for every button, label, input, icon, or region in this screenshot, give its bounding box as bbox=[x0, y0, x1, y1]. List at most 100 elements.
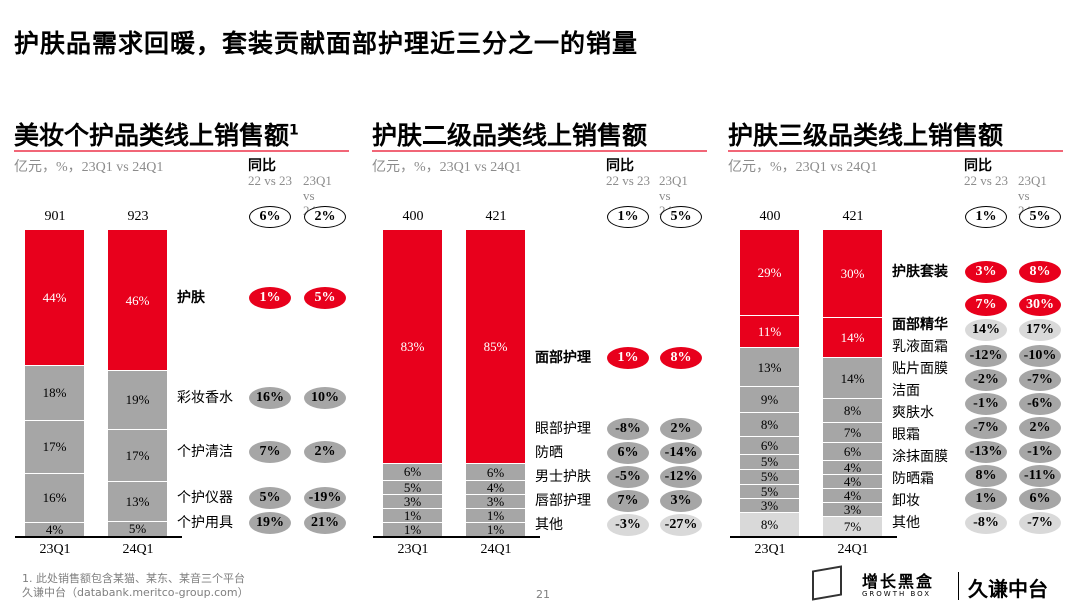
yoy-pill: -27% bbox=[660, 514, 702, 536]
x-tick-label: 23Q1 bbox=[39, 542, 71, 557]
panel-title: 护肤三级品类线上销售额 bbox=[728, 116, 1003, 152]
panel-subtitle: 亿元，%，23Q1 vs 24Q1 bbox=[728, 160, 878, 175]
yoy-pill: -7% bbox=[1019, 512, 1061, 534]
yoy-pill: -1% bbox=[1019, 441, 1061, 463]
yoy-pill: 19% bbox=[249, 512, 291, 534]
category-label: 眼霜 bbox=[892, 427, 920, 443]
category-label: 面部护理 bbox=[535, 350, 591, 366]
yoy-pill: -13% bbox=[965, 441, 1007, 463]
logo-growth-box-en: GROWTH BOX bbox=[862, 590, 932, 598]
yoy-pill: 10% bbox=[304, 387, 346, 409]
yoy-pill: -8% bbox=[607, 418, 649, 440]
total-label: 923 bbox=[127, 209, 149, 224]
bar-segment: 1% bbox=[383, 508, 442, 522]
yoy-pill: -2% bbox=[965, 369, 1007, 391]
bar-segment: 14% bbox=[823, 357, 882, 399]
yoy-pill: 6% bbox=[607, 442, 649, 464]
category-label: 男士护肤 bbox=[535, 469, 591, 485]
bar-segment: 9% bbox=[740, 385, 799, 413]
x-axis-line bbox=[373, 536, 540, 538]
category-label: 面部精华 bbox=[892, 317, 948, 333]
yoy-pill: 2% bbox=[660, 418, 702, 440]
logo-growth-box: 增长黑盒 bbox=[862, 572, 935, 591]
bar-segment: 46% bbox=[108, 229, 167, 371]
yoy-pill: 8% bbox=[1019, 261, 1061, 283]
category-label: 眼部护理 bbox=[535, 421, 591, 437]
yoy-pill: -5% bbox=[607, 466, 649, 488]
yoy-header: 同比 bbox=[606, 158, 634, 174]
title-underline bbox=[728, 150, 1063, 152]
x-tick-label: 24Q1 bbox=[122, 542, 154, 557]
category-label: 个护用具 bbox=[177, 515, 233, 531]
panel-title-text: 护肤二级品类线上销售额 bbox=[372, 121, 648, 150]
bar-segment: 30% bbox=[823, 229, 882, 317]
logo-box-icon bbox=[812, 565, 842, 601]
x-axis-line bbox=[730, 536, 897, 538]
bar-segment: 5% bbox=[383, 479, 442, 494]
total-label: 421 bbox=[842, 209, 864, 224]
bar-segment: 6% bbox=[740, 436, 799, 454]
yoy-pill: 14% bbox=[965, 319, 1007, 341]
panel-title-text: 护肤三级品类线上销售额 bbox=[728, 121, 1004, 150]
yoy-pill: 5% bbox=[249, 487, 291, 509]
bar-segment: 83% bbox=[383, 229, 442, 463]
yoy-pill: 17% bbox=[1019, 319, 1061, 341]
bar-segment: 1% bbox=[466, 522, 525, 536]
yoy-pill: 7% bbox=[965, 294, 1007, 316]
yoy-pill: -10% bbox=[1019, 345, 1061, 367]
panel-title: 美妆个护品类线上销售额1 bbox=[14, 116, 299, 152]
yoy-pill: -3% bbox=[607, 514, 649, 536]
category-label: 贴片面膜 bbox=[892, 361, 948, 377]
bar-segment: 8% bbox=[740, 412, 799, 437]
yoy-column-header: 22 vs 23 bbox=[248, 173, 293, 188]
page-number: 21 bbox=[536, 588, 550, 601]
yoy-pill: -12% bbox=[965, 345, 1007, 367]
x-tick-label: 24Q1 bbox=[480, 542, 512, 557]
title-underline bbox=[372, 150, 707, 152]
bar-segment: 5% bbox=[740, 468, 799, 484]
panel-subtitle: 亿元，%，23Q1 vs 24Q1 bbox=[372, 160, 522, 175]
bar-segment: 1% bbox=[383, 522, 442, 536]
logo-divider bbox=[958, 572, 959, 600]
bar-segment: 13% bbox=[740, 347, 799, 386]
category-label: 护肤套装 bbox=[892, 264, 948, 280]
yoy-pill: 2% bbox=[1019, 417, 1061, 439]
source: 久谦中台（databank.meritco-group.com） bbox=[22, 586, 249, 599]
bar-segment: 8% bbox=[823, 398, 882, 422]
bar-segment: 44% bbox=[25, 229, 84, 365]
x-tick-label: 24Q1 bbox=[837, 542, 869, 557]
bar-segment: 6% bbox=[823, 442, 882, 460]
bar-segment: 3% bbox=[823, 501, 882, 516]
category-label: 卸妆 bbox=[892, 493, 920, 509]
yoy-total-pill: 1% bbox=[965, 206, 1007, 228]
panel-title-text: 美妆个护品类线上销售额 bbox=[14, 121, 290, 150]
total-label: 421 bbox=[485, 209, 507, 224]
category-label: 唇部护理 bbox=[535, 493, 591, 509]
total-label: 901 bbox=[44, 209, 66, 224]
yoy-column-header: 22 vs 23 bbox=[964, 173, 1009, 188]
yoy-total-pill: 2% bbox=[304, 206, 346, 228]
bar-segment: 3% bbox=[383, 494, 442, 508]
yoy-pill: -11% bbox=[1019, 465, 1061, 487]
bar-segment: 4% bbox=[25, 522, 84, 536]
category-label: 护肤 bbox=[177, 290, 205, 306]
category-label: 个护仪器 bbox=[177, 490, 233, 506]
yoy-pill: 1% bbox=[249, 287, 291, 309]
yoy-pill: -7% bbox=[965, 417, 1007, 439]
bar-segment: 3% bbox=[466, 494, 525, 508]
total-label: 400 bbox=[402, 209, 424, 224]
yoy-total-pill: 5% bbox=[660, 206, 702, 228]
footnote: 1. 此处销售额包含某猫、某东、某音三个平台 bbox=[22, 572, 245, 585]
yoy-pill: 7% bbox=[249, 441, 291, 463]
bar-segment: 4% bbox=[823, 459, 882, 474]
yoy-pill: 16% bbox=[249, 387, 291, 409]
x-tick-label: 23Q1 bbox=[397, 542, 429, 557]
title-underline bbox=[14, 150, 349, 152]
category-label: 其他 bbox=[535, 517, 563, 533]
yoy-pill: 3% bbox=[965, 261, 1007, 283]
x-tick-label: 23Q1 bbox=[754, 542, 786, 557]
bar-segment: 5% bbox=[108, 520, 167, 536]
bar-segment: 7% bbox=[823, 421, 882, 443]
bar-segment: 6% bbox=[466, 463, 525, 480]
yoy-column-header: 22 vs 23 bbox=[606, 173, 651, 188]
